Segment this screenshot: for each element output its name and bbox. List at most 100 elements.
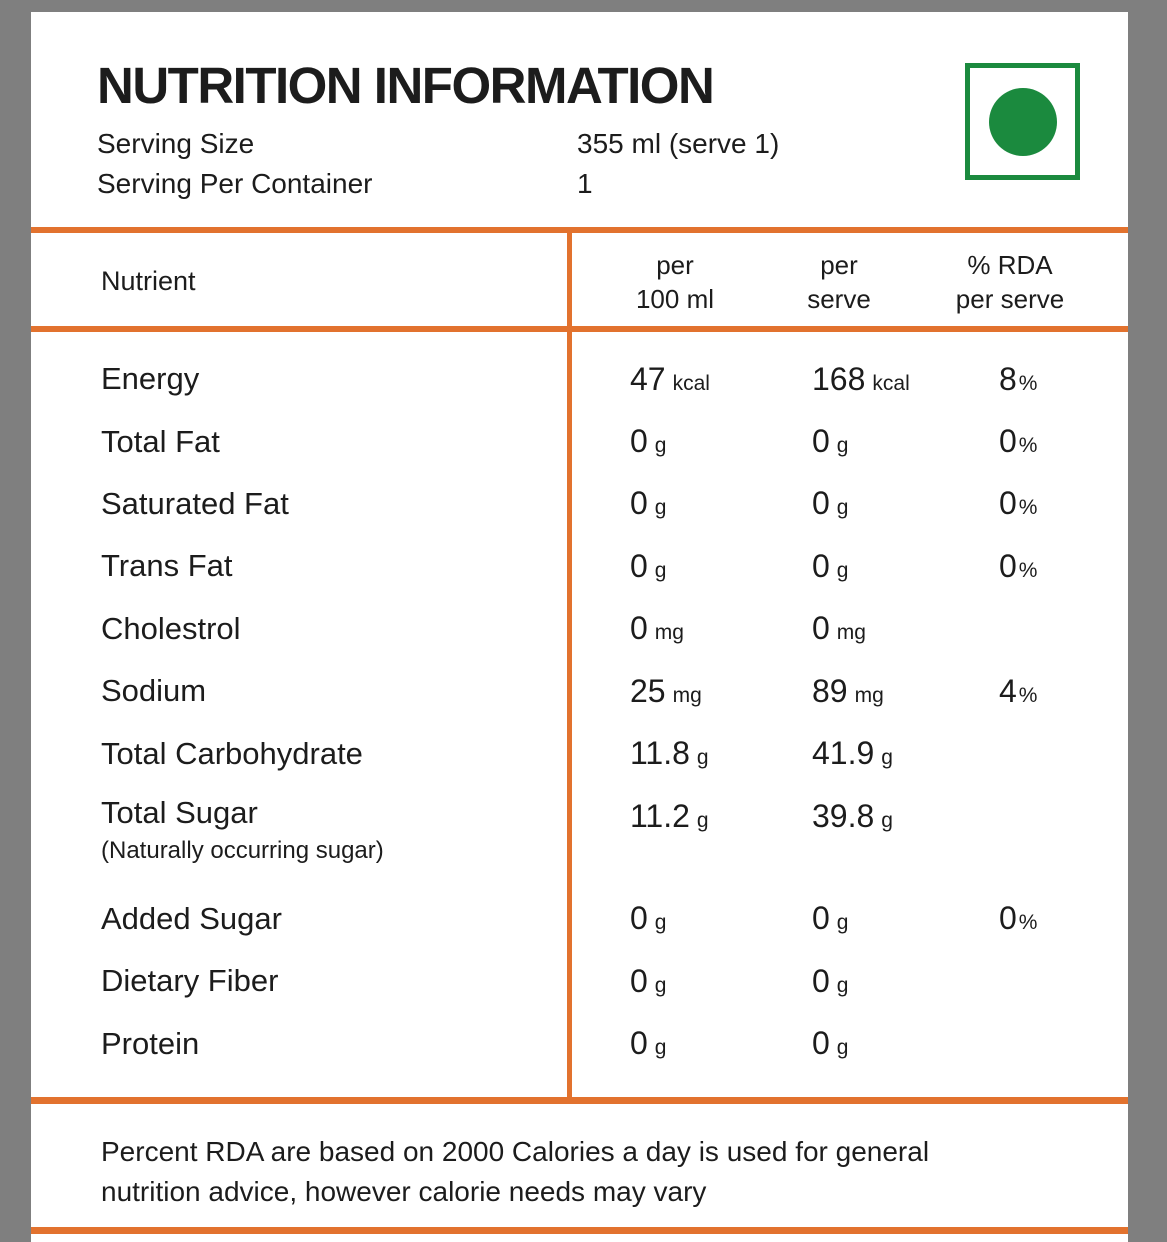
nutrient-name: Total Fat [101,423,220,459]
nutrient-name-cell: Cholestrol [31,598,630,660]
nutrient-name: Sodium [101,673,207,709]
value-cell: 25 mg [630,660,812,722]
nutrient-name: Total Carbohydrate [101,735,363,771]
nutrient-name-cell: Sodium [31,660,630,722]
column-header-nutrient: Nutrient [101,266,196,296]
nutrition-label: NUTRITION INFORMATION Serving Size 355 m… [31,12,1128,1242]
serving-per-container-value: 1 [577,168,593,199]
rda-disclaimer-line2: nutrition advice, however calorie needs … [101,1176,707,1207]
value-cell: 39.8 g [812,785,999,888]
value-cell: 0% [999,535,1128,597]
table-row: Sodium 25 mg 89 mg 4% [31,660,1128,722]
value-unit: g [836,911,849,935]
value-cell [999,1013,1128,1075]
page-title: NUTRITION INFORMATION [97,57,715,114]
table-row: Energy 47 kcal 168 kcal 8% [31,348,1128,410]
table-row: Total Fat 0 g 0 g 0% [31,410,1128,472]
value-number: 41.9 [812,735,875,772]
value-unit: kcal [872,371,910,395]
value-number: 0 [812,1025,830,1062]
value-number: 11.8 [630,735,690,772]
nutrient-name-cell: Total Carbohydrate [31,722,630,784]
value-number: 39.8 [812,797,875,834]
value-unit: g [654,434,667,458]
value-cell [999,598,1128,660]
value-number: 0 [630,962,648,999]
value-number: 0 [630,1025,648,1062]
value-unit: g [654,558,667,582]
nutrient-name: Saturated Fat [101,485,289,521]
value-cell: 8% [999,348,1128,410]
value-cell: 89 mg [812,660,999,722]
nutrient-name: Protein [101,1025,200,1061]
value-unit: mg [654,621,684,645]
value-unit: g [696,746,709,770]
value-number: 0 [812,423,830,460]
table-row: Total Sugar (Naturally occurring sugar) 11… [31,785,1128,888]
nutrient-name-cell: Saturated Fat [31,473,630,535]
value-unit: g [881,746,893,770]
value-cell [999,950,1128,1012]
value-unit: g [836,973,849,997]
value-unit: % [1018,496,1038,520]
table-row: Added Sugar 0 g 0 g 0% [31,888,1128,950]
value-number: 25 [630,672,666,709]
nutrient-name-cell: Total Fat [31,410,630,472]
vegetarian-dot-icon [988,87,1057,156]
value-unit: g [654,911,667,935]
nutrient-name-cell: Added Sugar [31,888,630,950]
value-cell: 0% [999,888,1128,950]
nutrient-name: Energy [101,361,200,397]
value-unit: g [654,1036,667,1060]
value-unit: g [654,496,667,520]
table-column-divider [567,227,572,1104]
value-number: 168 [812,360,866,397]
value-unit: g [696,808,709,832]
value-unit: mg [672,683,702,707]
value-unit: % [1018,683,1038,707]
value-cell: 0 mg [812,598,999,660]
value-cell [999,785,1128,888]
value-cell: 0 mg [630,598,812,660]
rda-disclaimer: Percent RDA are based on 2000 Calories a… [101,1132,1021,1212]
value-number: 0 [812,547,830,584]
serving-size-label: Serving Size [97,128,255,159]
table-row: Cholestrol 0 mg 0 mg [31,598,1128,660]
column-header-per-100ml: per 100 ml [635,250,715,314]
value-unit: g [836,496,849,520]
value-unit: g [881,808,893,832]
value-cell: 41.9 g [812,722,999,784]
value-unit: mg [854,683,884,707]
value-number: 0 [630,485,648,522]
table-row: Saturated Fat 0 g 0 g 0% [31,473,1128,535]
value-number: 0 [812,485,830,522]
value-unit: % [1018,911,1038,935]
nutrient-name: Total Sugar [101,794,258,830]
value-number: 8 [999,360,1017,397]
nutrient-name-cell: Energy [31,348,630,410]
nutrient-name-cell: Total Sugar (Naturally occurring sugar) [31,785,630,888]
serving-size-row: Serving Size 355 ml (serve 1) [97,128,997,160]
table-header-rule [31,326,1128,332]
value-number: 0 [630,423,648,460]
value-number: 0 [999,485,1017,522]
value-unit: % [1018,434,1038,458]
rda-disclaimer-line1: Percent RDA are based on 2000 Calories a… [101,1136,930,1167]
nutrient-name-cell: Trans Fat [31,535,630,597]
nutrient-name: Trans Fat [101,548,233,584]
nutrient-note: (Naturally occurring sugar) [101,836,384,864]
value-unit: g [654,973,667,997]
value-unit: g [836,434,849,458]
column-header-rda-per-serve: % RDA per serve [955,250,1065,314]
value-unit: kcal [672,371,710,395]
serving-size-value: 355 ml (serve 1) [577,128,780,159]
nutrient-name: Dietary Fiber [101,963,279,999]
